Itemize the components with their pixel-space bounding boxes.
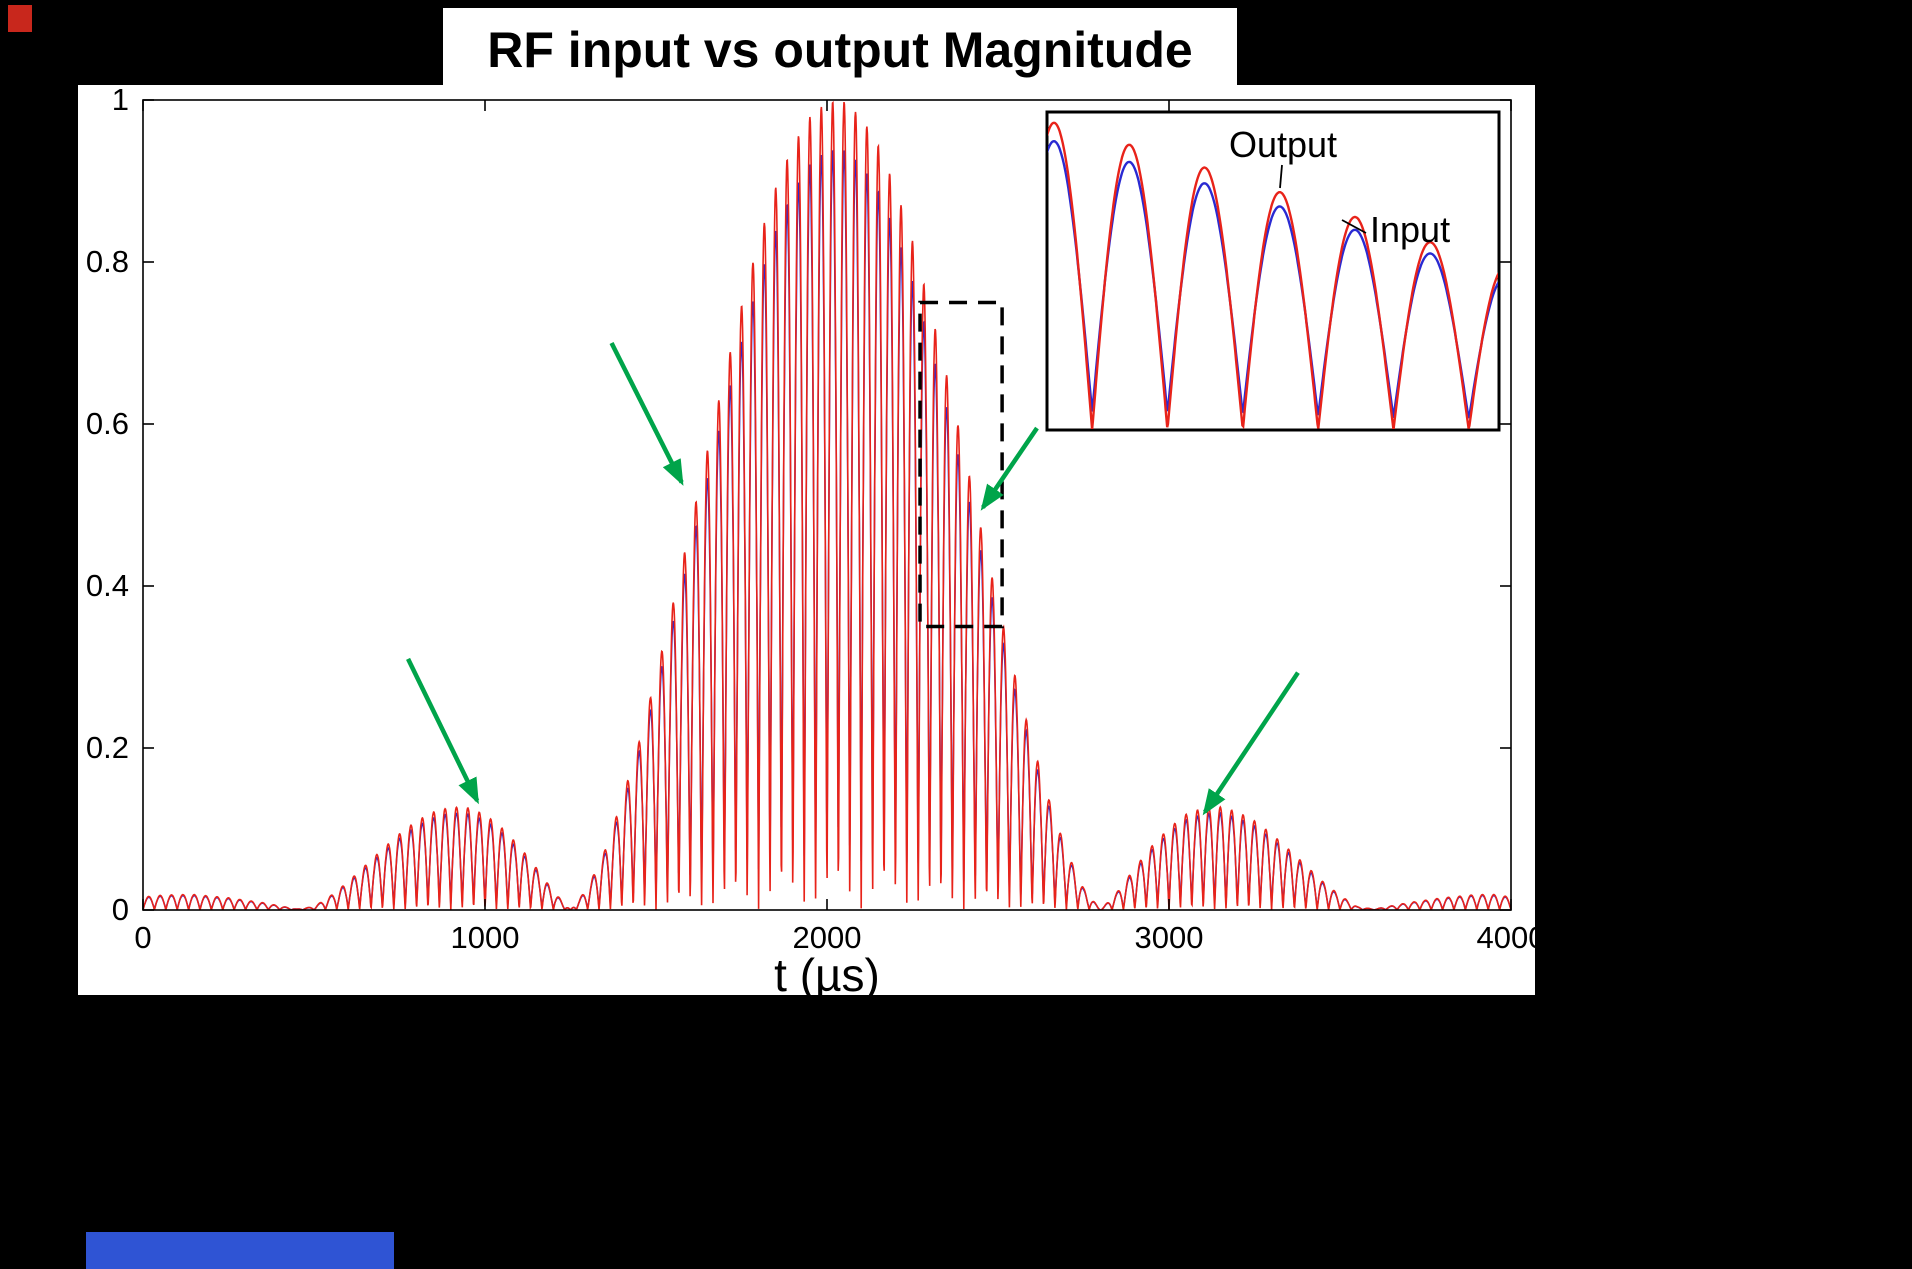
x-tick-label: 0 (134, 920, 151, 955)
y-tick-label: 0 (112, 892, 129, 927)
x-tick-label: 1000 (451, 920, 520, 955)
inset-output-curve (1048, 121, 1498, 429)
output-leader-line (1279, 164, 1283, 189)
corner-artifact (8, 5, 32, 32)
x-axis-label: t (µs) (774, 949, 880, 995)
y-tick-label: 0.2 (86, 730, 129, 765)
curves (143, 100, 1511, 910)
annotation-arrow (609, 341, 684, 486)
y-tick-label: 0.4 (86, 568, 129, 603)
chart-title: RF input vs output Magnitude (443, 8, 1237, 92)
x-tick-label: 3000 (1135, 920, 1204, 955)
input-leader-line (1341, 219, 1367, 234)
output-curve (143, 100, 1511, 910)
taskbar-artifact (86, 1232, 394, 1269)
annotation-arrow (980, 426, 1039, 511)
inset-output-label: Output (1229, 124, 1337, 165)
inset-box (1045, 110, 1501, 432)
y-tick-label: 1 (112, 85, 129, 117)
inset-input-curve (1048, 139, 1498, 419)
annotation-arrow (1202, 671, 1300, 816)
inset-curves (1048, 121, 1498, 429)
y-tick-label: 0.8 (86, 244, 129, 279)
y-tick-label: 0.6 (86, 406, 129, 441)
zoom-region-box (918, 300, 1004, 629)
annotation-arrow (406, 657, 480, 805)
x-tick-label: 2000 (793, 920, 862, 955)
inset-input-label: Input (1370, 209, 1450, 250)
